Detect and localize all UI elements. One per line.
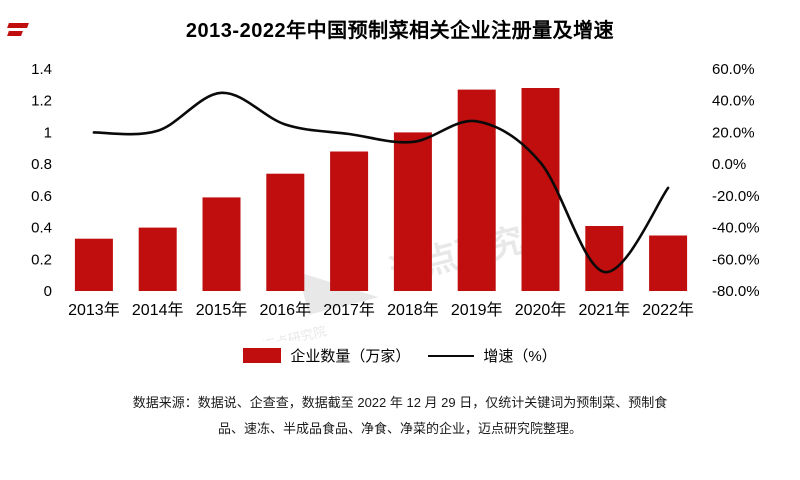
- bar-2016年: [266, 173, 305, 291]
- bar-2014年: [138, 227, 177, 291]
- legend-line-swatch: [428, 354, 475, 357]
- legend-bar-swatch: [243, 348, 282, 363]
- bar-2018年: [393, 132, 432, 291]
- chart-page: 2013-2022年中国预制菜相关企业注册量及增速 迈点研究院迈点研究院00.2…: [0, 14, 800, 480]
- x-axis-label: 2019年: [451, 301, 503, 319]
- x-axis-label: 2021年: [578, 301, 630, 319]
- chart-legend: 企业数量（万家） 增速（%）: [0, 345, 800, 366]
- right-axis-tick: 0.0%: [712, 156, 746, 173]
- x-axis-label: 2014年: [132, 301, 184, 319]
- right-axis-tick: -20.0%: [712, 188, 760, 205]
- left-axis-tick: 1.2: [31, 93, 52, 110]
- legend-item-line: 增速（%）: [428, 345, 557, 366]
- source-note: 数据来源：数据说、企查查，数据截至 2022 年 12 月 29 日，仅统计关键…: [0, 390, 800, 442]
- bar-2013年: [74, 238, 113, 291]
- x-axis-label: 2016年: [259, 301, 311, 319]
- registrations-growth-combo-chart: 迈点研究院迈点研究院00.20.40.60.811.21.460.0%40.0%…: [31, 61, 760, 341]
- logo-mark-stripe: [7, 23, 29, 28]
- logo-mark: [7, 22, 32, 40]
- left-axis-tick: 0.6: [31, 188, 52, 205]
- watermark-text-small: 迈点研究院: [261, 323, 328, 341]
- growth-line: [92, 91, 670, 274]
- right-axis-tick: 40.0%: [712, 93, 755, 110]
- bar-2020年: [521, 88, 560, 291]
- x-axis-label: 2017年: [323, 301, 375, 319]
- logo-mark-stripe: [7, 31, 23, 36]
- left-axis-tick: 0.4: [31, 220, 52, 237]
- bar-2015年: [202, 197, 241, 291]
- x-axis-label: 2020年: [515, 301, 567, 319]
- right-axis-tick: -40.0%: [712, 220, 760, 237]
- bar-2019年: [457, 89, 496, 291]
- right-axis-tick: 60.0%: [712, 61, 755, 78]
- source-line-1: 数据来源：数据说、企查查，数据截至 2022 年 12 月 29 日，仅统计关键…: [132, 395, 668, 410]
- left-axis-tick: 1.4: [31, 61, 52, 78]
- left-axis-tick: 1: [44, 124, 52, 141]
- legend-item-bars: 企业数量（万家）: [243, 345, 410, 366]
- x-axis-label: 2022年: [642, 301, 694, 319]
- bar-2021年: [585, 226, 624, 291]
- x-axis-label: 2015年: [196, 301, 248, 319]
- legend-bar-label: 企业数量（万家）: [290, 348, 411, 365]
- left-axis-tick: 0.2: [31, 251, 52, 268]
- legend-line-label: 增速（%）: [483, 348, 557, 365]
- right-axis-tick: -60.0%: [712, 251, 760, 268]
- x-axis-label: 2013年: [68, 301, 120, 319]
- chart-title: 2013-2022年中国预制菜相关企业注册量及增速: [185, 20, 615, 42]
- right-axis-tick: 20.0%: [712, 124, 755, 141]
- right-axis-tick: -80.0%: [712, 283, 760, 300]
- bar-2022年: [649, 235, 688, 291]
- left-axis-tick: 0: [44, 283, 52, 300]
- source-line-2: 品、速冻、半成品食品、净食、净菜的企业，迈点研究院整理。: [217, 421, 582, 436]
- bar-2017年: [330, 151, 369, 291]
- left-axis-tick: 0.8: [31, 156, 52, 173]
- x-axis-label: 2018年: [387, 301, 439, 319]
- watermark-triangle: [298, 272, 379, 315]
